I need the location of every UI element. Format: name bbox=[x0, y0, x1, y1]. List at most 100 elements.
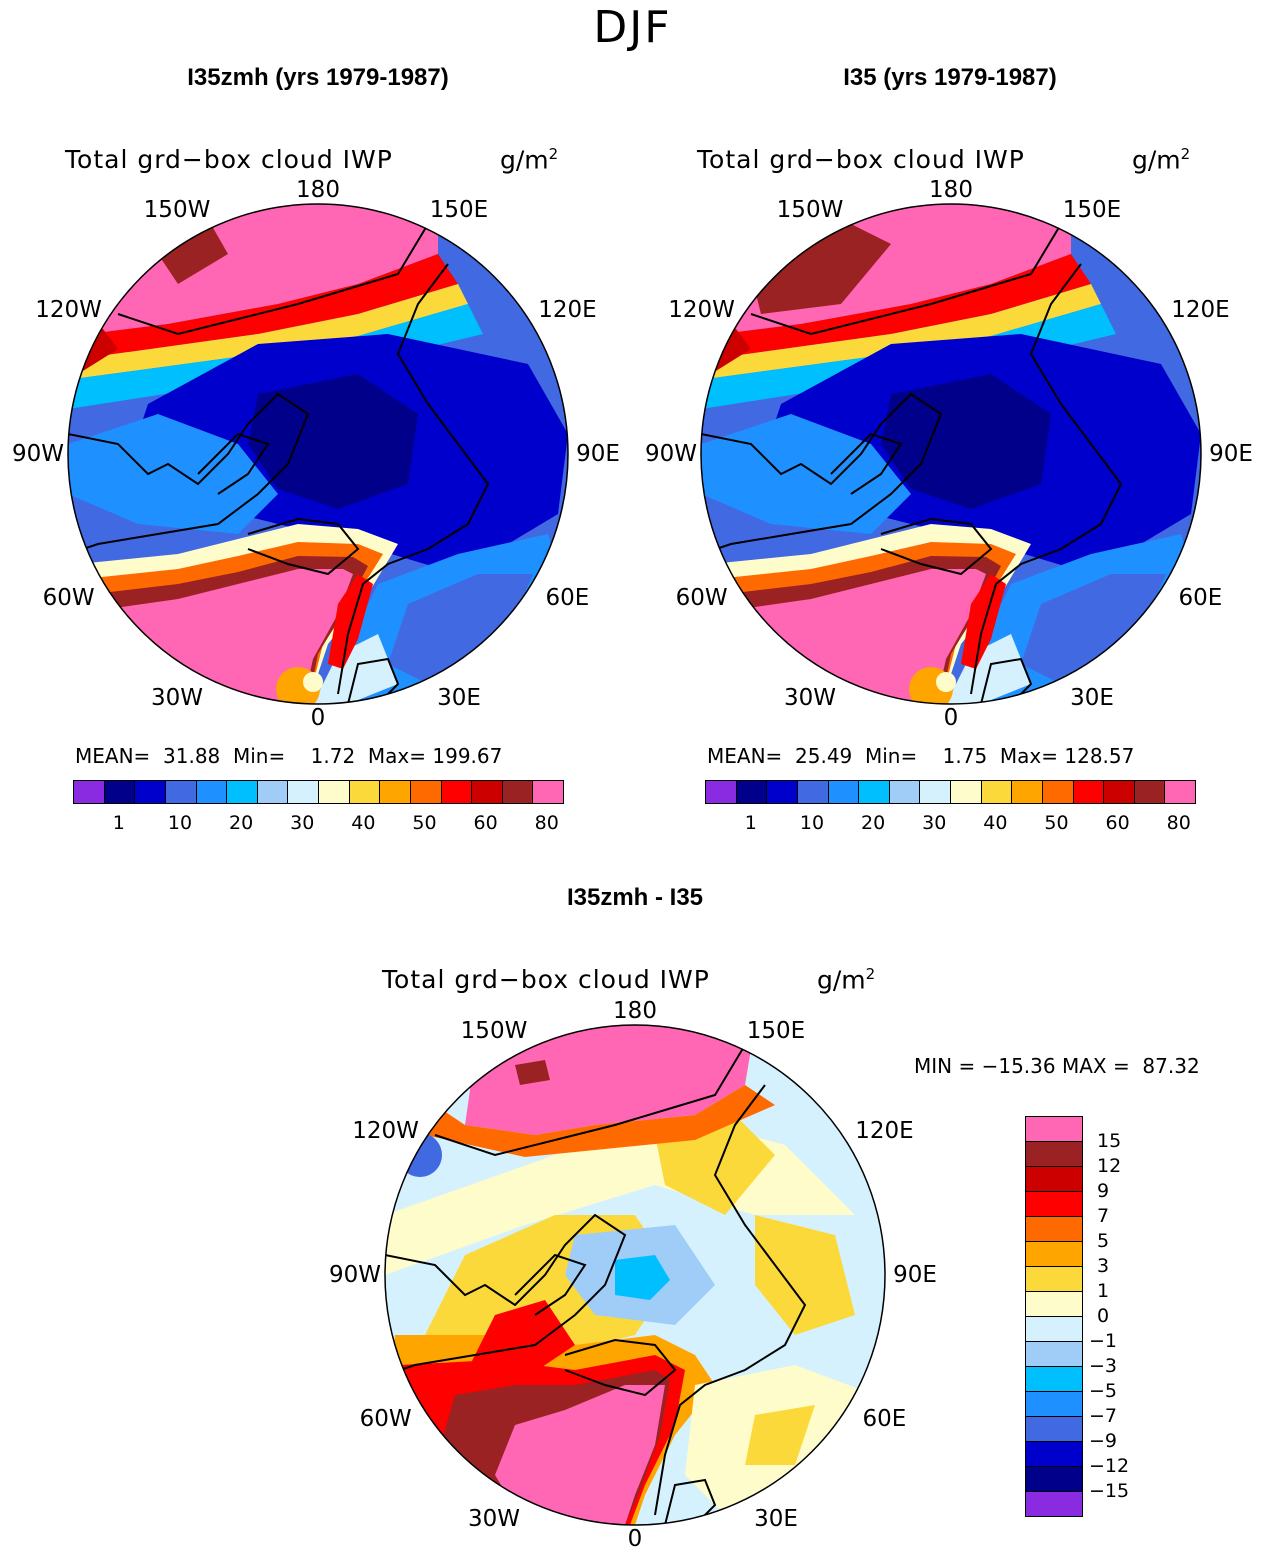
colorbar-swatch-11 bbox=[1042, 781, 1074, 803]
colorbar-swatch-10 bbox=[380, 781, 411, 803]
colorbar-tick-7: 0 bbox=[1097, 1305, 1110, 1327]
season-title: DJF bbox=[593, 2, 672, 53]
lon-30e-label: 30E bbox=[754, 1506, 798, 1533]
lon-0-label: 0 bbox=[310, 705, 326, 731]
colorbar-swatch-14 bbox=[1134, 781, 1166, 803]
colorbar-swatch-6 bbox=[257, 781, 289, 803]
lon-30e-label: 30E bbox=[437, 685, 481, 712]
colorbar-tick-13: −12 bbox=[1089, 1455, 1130, 1477]
eurasia-yellow-spot bbox=[745, 1405, 815, 1465]
canada-band bbox=[701, 414, 911, 534]
colorbar-tick-0: 1 bbox=[112, 812, 125, 834]
panel-3-colorbar bbox=[1025, 1116, 1083, 1517]
colorbar-swatch-2 bbox=[1026, 1167, 1082, 1192]
lon-120e-label: 120E bbox=[855, 1118, 914, 1144]
land-outline-3 bbox=[434, 1044, 746, 1157]
panel-3-stats: MIN = −15.36 MAX = 87.32 bbox=[914, 1054, 1200, 1078]
lon-120e-label: 120E bbox=[1171, 297, 1230, 323]
panel-1-colorbar-ticks: 1 10 20 30 40 50 60 80 bbox=[73, 812, 562, 836]
colorbar-tick-0: 1 bbox=[744, 812, 757, 834]
land-outline-0 bbox=[68, 392, 310, 555]
colorbar-swatch-11 bbox=[410, 781, 442, 803]
colorbar-swatch-0 bbox=[74, 781, 105, 803]
lon-150e-label: 150E bbox=[746, 1017, 806, 1044]
polar-minimum-region bbox=[881, 374, 1051, 509]
lon-120e-label: 120E bbox=[538, 297, 597, 323]
lon-150e-label: 150E bbox=[1062, 196, 1122, 223]
panel-1-stats: MEAN= 31.88 Min= 1.72 Max= 199.67 bbox=[75, 744, 503, 768]
pacific-orange-band bbox=[425, 1085, 775, 1157]
colorbar-swatch-10 bbox=[1026, 1367, 1082, 1392]
colorbar-tick-3: 30 bbox=[290, 812, 315, 834]
colorbar-swatch-7 bbox=[1026, 1292, 1082, 1317]
scandinavia-strip bbox=[961, 574, 1006, 669]
colorbar-swatch-12 bbox=[441, 781, 473, 803]
land-outline-2 bbox=[970, 263, 1123, 695]
panel-2-colorbar-ticks: 1 10 20 30 40 50 60 80 bbox=[705, 812, 1194, 836]
lon-60w-label: 60W bbox=[359, 1406, 412, 1432]
colorbar-tick-1: 10 bbox=[799, 812, 825, 834]
colorbar-tick-7: 80 bbox=[534, 812, 559, 834]
lon-90e-label: 90E bbox=[1209, 441, 1253, 467]
colorbar-tick-3: 7 bbox=[1097, 1205, 1110, 1227]
colorbar-tick-10: −5 bbox=[1089, 1380, 1118, 1402]
land-outline-0 bbox=[701, 392, 943, 555]
land-outline-3 bbox=[750, 223, 1062, 336]
colorbar-tick-2: 20 bbox=[229, 812, 254, 834]
lon-90w-label: 90W bbox=[644, 441, 698, 467]
land-outline-5 bbox=[664, 1478, 717, 1525]
colorbar-swatch-6 bbox=[889, 781, 921, 803]
lon-90w-label: 90W bbox=[328, 1262, 382, 1288]
map-border bbox=[384, 1024, 886, 1526]
colorbar-swatch-9 bbox=[981, 781, 1013, 803]
colorbar-swatch-11 bbox=[1026, 1392, 1082, 1417]
lon-0-label: 0 bbox=[943, 705, 959, 731]
colorbar-tick-2: 20 bbox=[861, 812, 886, 834]
europe-pale-region bbox=[946, 634, 1031, 704]
atlantic-high-region bbox=[495, 1385, 665, 1525]
colorbar-swatch-13 bbox=[1026, 1442, 1082, 1467]
panel-1-colorbar bbox=[73, 780, 564, 804]
land-outline-0 bbox=[385, 1213, 627, 1376]
polar-minimum-region bbox=[248, 374, 418, 509]
canada-band bbox=[68, 414, 278, 534]
colorbar-tick-12: −9 bbox=[1089, 1430, 1118, 1452]
colorbar-tick-9: −3 bbox=[1089, 1355, 1118, 1377]
colorbar-tick-8: −1 bbox=[1089, 1330, 1118, 1352]
colorbar-swatch-8 bbox=[319, 781, 350, 803]
lon-90w-label: 90W bbox=[11, 441, 65, 467]
panel-2-stats: MEAN= 25.49 Min= 1.75 Max= 128.57 bbox=[707, 744, 1135, 768]
panel-1-title: I35zmh (yrs 1979-1987) bbox=[187, 64, 449, 91]
colorbar-tick-1: 10 bbox=[167, 812, 193, 834]
colorbar-swatch-4 bbox=[828, 781, 860, 803]
lon-30e-label: 30E bbox=[1070, 685, 1114, 712]
panel-2-colorbar bbox=[705, 780, 1196, 804]
land-outline-1 bbox=[514, 1253, 587, 1316]
colorbar-swatch-10 bbox=[1012, 781, 1043, 803]
land-outline-1 bbox=[830, 432, 903, 495]
europe-yellow-spot bbox=[303, 672, 323, 692]
colorbar-tick-5: 3 bbox=[1097, 1255, 1110, 1277]
colorbar-swatch-2 bbox=[135, 781, 166, 803]
colorbar-swatch-13 bbox=[472, 781, 503, 803]
colorbar-swatch-5 bbox=[1026, 1242, 1082, 1267]
lon-120w-label: 120W bbox=[35, 297, 102, 323]
lon-120w-label: 120W bbox=[668, 297, 735, 323]
panel-3-units: g/m2 bbox=[817, 965, 876, 995]
colorbar-tick-4: 40 bbox=[351, 812, 376, 834]
colorbar-swatch-3 bbox=[165, 781, 197, 803]
colorbar-swatch-7 bbox=[920, 781, 951, 803]
panel-3-title: I35zmh - I35 bbox=[566, 884, 704, 911]
colorbar-swatch-9 bbox=[1026, 1342, 1082, 1367]
labrador-red-region bbox=[465, 1300, 575, 1385]
panel-2-units: g/m2 bbox=[1132, 145, 1191, 175]
colorbar-tick-11: −7 bbox=[1089, 1405, 1118, 1427]
lon-150w-label: 150W bbox=[776, 196, 844, 223]
colorbar-swatch-15 bbox=[1026, 1492, 1082, 1516]
land-outline-1 bbox=[197, 432, 270, 495]
lon-90e-label: 90E bbox=[576, 441, 620, 467]
pacific-high-region bbox=[465, 1025, 755, 1135]
colorbar-tick-6: 60 bbox=[1105, 812, 1130, 834]
land-outline-4 bbox=[247, 517, 360, 576]
colorbar-tick-3: 30 bbox=[922, 812, 947, 834]
